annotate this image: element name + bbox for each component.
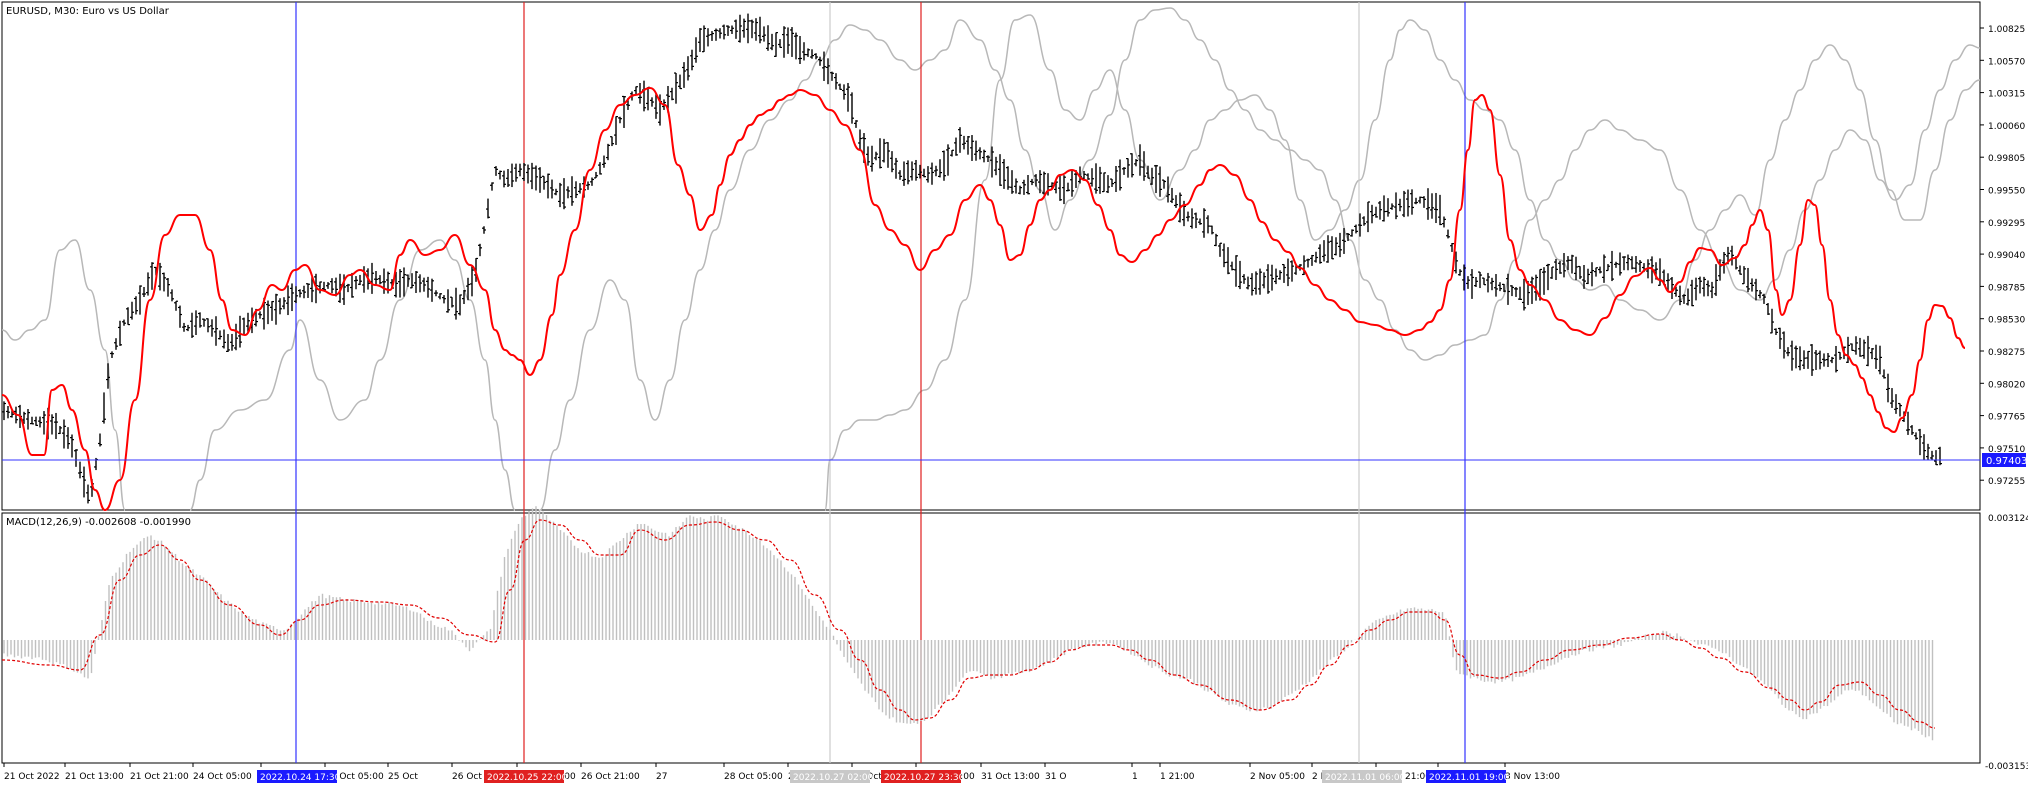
price-tick-label: 0.98785 bbox=[1988, 283, 2025, 293]
time-tick-label: 1 bbox=[1132, 772, 1138, 782]
time-axis-markers: 2022.10.24 17:30 2022.10.25 22:00 2022.10.… bbox=[257, 770, 1510, 783]
time-tick-label: 21 Oct 2022 bbox=[4, 772, 60, 782]
time-tick-label: 24 Oct 05:00 bbox=[193, 772, 252, 782]
main-chart-frame bbox=[1, 1, 1981, 511]
time-tick-label: 2 Nov 21:00 bbox=[1376, 772, 1431, 782]
price-tick-label: 1.00570 bbox=[1988, 57, 2025, 67]
time-tick-label: 25 Oct 05:00 bbox=[325, 772, 384, 782]
price-axis[interactable]: 1.00825 1.00570 1.00315 1.00060 0.99805 0.995… bbox=[1980, 25, 2025, 487]
price-tick-label: 0.98530 bbox=[1988, 316, 2025, 326]
price-tick-label: 1.00060 bbox=[1988, 122, 2025, 132]
macd-axis-top: 0.003124 bbox=[1988, 514, 2028, 524]
time-marker-tag bbox=[1322, 770, 1402, 783]
current-price-label: 0.97403 bbox=[1986, 456, 2027, 467]
price-tick-label: 0.97510 bbox=[1988, 445, 2025, 455]
time-marker-label: 2022.10.27 02:00 bbox=[793, 773, 874, 783]
time-marker-tag bbox=[257, 770, 337, 783]
time-tick-label: 21 Oct 21:00 bbox=[130, 772, 189, 782]
macd-indicator-label: MACD(12,26,9) -0.002608 -0.001990 bbox=[6, 517, 191, 528]
time-marker-label: 2022.10.24 17:30 bbox=[260, 773, 341, 783]
macd-histogram bbox=[3, 506, 1934, 741]
price-tick-label: 0.99040 bbox=[1988, 251, 2025, 261]
time-tick-label: 31 O bbox=[1045, 772, 1066, 782]
vertical-marker-lines[interactable] bbox=[295, 2, 1466, 763]
price-tick-label: 0.99295 bbox=[1988, 219, 2025, 229]
macd-subwindow-frame bbox=[1, 512, 1981, 764]
oscillator-line bbox=[1, 86, 1966, 512]
time-tick-label: 21 Oct 13:00 bbox=[65, 772, 124, 782]
time-tick-label: 25 Oct bbox=[388, 772, 418, 782]
time-tick-label: 28 Oct 05:00 bbox=[724, 772, 783, 782]
price-tick-label: 0.98275 bbox=[1988, 348, 2025, 358]
price-tick-label: 0.99550 bbox=[1988, 187, 2025, 197]
macd-axis-bottom: -0.003153 bbox=[1985, 762, 2028, 772]
time-tick-label: 26 Oct 21:00 bbox=[581, 772, 640, 782]
price-tick-label: 1.00315 bbox=[1988, 90, 2025, 100]
time-marker-label: 2022.11.01 06:00 bbox=[1325, 773, 1406, 783]
time-tick-label: 1 21:00 bbox=[1160, 772, 1195, 782]
time-marker-tag bbox=[790, 770, 870, 783]
macd-signal-line bbox=[1, 519, 1936, 729]
price-tick-label: 0.99805 bbox=[1988, 154, 2025, 164]
price-tick-label: 0.97765 bbox=[1988, 413, 2025, 423]
time-tick-label: 26 Oct 05:00 bbox=[452, 772, 511, 782]
current-price-tag bbox=[1982, 453, 2026, 467]
time-marker-tag bbox=[1426, 770, 1506, 783]
time-tick-label: 2 Nov 05:00 bbox=[1250, 772, 1305, 782]
price-tick-label: 1.00825 bbox=[1988, 25, 2025, 35]
price-tick-label: 0.97255 bbox=[1988, 477, 2025, 487]
time-tick-label: 27 bbox=[656, 772, 667, 782]
chart-title: EURUSD, M30: Euro vs US Dollar bbox=[6, 6, 170, 17]
time-tick-label: 31 Oct 13:00 bbox=[981, 772, 1040, 782]
time-tick-label: 3 Nov 13:00 bbox=[1505, 772, 1560, 782]
time-marker-tag bbox=[484, 770, 564, 783]
price-tick-label: 0.98020 bbox=[1988, 380, 2025, 390]
time-marker-tag bbox=[881, 770, 961, 783]
band-lines bbox=[1, 7, 1981, 511]
time-marker-label: 2022.10.27 23:30 bbox=[884, 773, 965, 783]
time-marker-label: 2022.10.25 22:00 bbox=[487, 773, 568, 783]
time-marker-label: 2022.11.01 19:00 bbox=[1429, 773, 1510, 783]
price-bars bbox=[2, 13, 1942, 504]
